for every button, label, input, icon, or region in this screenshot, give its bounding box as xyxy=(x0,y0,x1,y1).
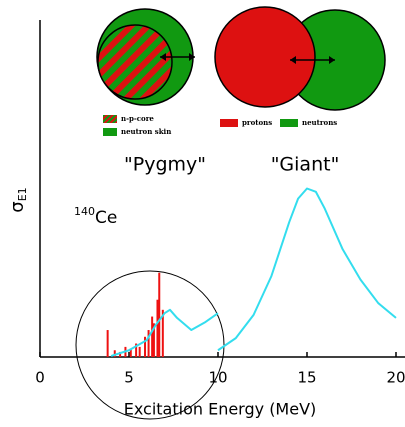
giant-diagram xyxy=(214,6,386,111)
x-tick-label: 15 xyxy=(297,369,316,387)
legend-text: protons xyxy=(242,118,272,127)
curve xyxy=(110,308,219,357)
swatch xyxy=(103,115,117,123)
pygmy-diagram xyxy=(96,8,195,106)
swatch xyxy=(280,119,298,127)
x-tick-label: 0 xyxy=(35,369,45,387)
isotope-label: 140Ce xyxy=(74,205,117,228)
curve xyxy=(217,187,397,352)
y-symbol: σ xyxy=(7,201,28,212)
element: Ce xyxy=(95,208,117,228)
x-tick-label: 20 xyxy=(386,369,405,387)
x-tick-label: 5 xyxy=(124,369,134,387)
legend-text: n-p-core xyxy=(121,114,154,123)
giant-label: "Giant" xyxy=(271,154,340,176)
swatch xyxy=(103,128,117,136)
swatch xyxy=(220,119,238,127)
magnifier xyxy=(75,270,225,420)
y-axis-label: σE1 xyxy=(7,187,29,212)
mass-number: 140 xyxy=(74,205,95,218)
y-subscript: E1 xyxy=(16,187,29,201)
x-axis-label: Excitation Energy (MeV) xyxy=(124,400,317,419)
x-tick-label: 10 xyxy=(208,369,227,387)
legend-text: neutron skin xyxy=(121,127,171,136)
legend-text: neutrons xyxy=(302,118,337,127)
pygmy-label: "Pygmy" xyxy=(124,154,206,176)
